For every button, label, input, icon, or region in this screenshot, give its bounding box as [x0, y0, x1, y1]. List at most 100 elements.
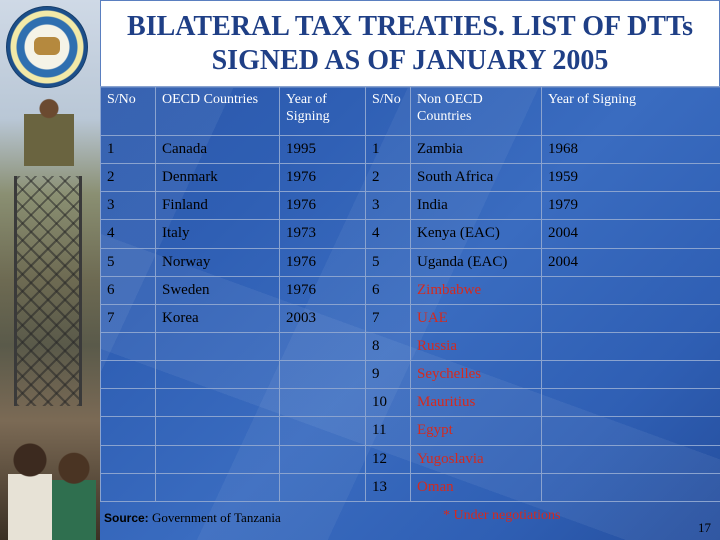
header-non-oecd-countries: Non OECD Countries — [410, 86, 542, 136]
header-sno-left: S/No — [100, 86, 156, 136]
oecd-sno-cell — [100, 472, 156, 503]
non-oecd-sno-cell: 7 — [365, 303, 411, 333]
non-oecd-sno-cell: 11 — [365, 416, 411, 446]
oecd-country-cell — [155, 331, 280, 362]
non-oecd-sno-cell: 4 — [365, 219, 411, 249]
non-oecd-sno-cell: 5 — [365, 247, 411, 277]
table-row: 3 Finland 1976 3 India 1979 — [100, 191, 720, 221]
oecd-year-cell: 1976 — [279, 275, 366, 305]
non-oecd-year-cell — [541, 360, 720, 390]
oecd-sno-cell — [100, 416, 156, 446]
non-oecd-year-cell — [541, 275, 720, 305]
oecd-sno-cell: 2 — [100, 163, 156, 193]
oecd-sno-cell — [100, 388, 156, 418]
oecd-country-cell: Canada — [155, 134, 280, 165]
table-header-row: S/No OECD Countries Year of Signing S/No… — [100, 86, 720, 136]
non-oecd-sno-cell: 12 — [365, 444, 411, 474]
oecd-sno-cell: 7 — [100, 303, 156, 333]
non-oecd-year-cell: 2004 — [541, 219, 720, 249]
non-oecd-year-cell: 2004 — [541, 247, 720, 277]
non-oecd-country-cell: South Africa — [410, 163, 542, 193]
oecd-year-cell — [279, 444, 366, 474]
table-row: 12 Yugoslavia — [100, 444, 720, 474]
oecd-sno-cell: 3 — [100, 191, 156, 221]
non-oecd-sno-cell: 1 — [365, 134, 411, 165]
hunter-photo — [24, 96, 74, 166]
header-year-left: Year of Signing — [279, 86, 366, 136]
non-oecd-country-cell: Seychelles — [410, 360, 542, 390]
oecd-sno-cell: 4 — [100, 219, 156, 249]
oecd-country-cell — [155, 416, 280, 446]
non-oecd-country-cell: Egypt — [410, 416, 542, 446]
non-oecd-country-cell: Oman — [410, 472, 542, 503]
oecd-country-cell — [155, 360, 280, 390]
title-box: BILATERAL TAX TREATIES. LIST OF DTTs SIG… — [100, 0, 720, 88]
non-oecd-sno-cell: 2 — [365, 163, 411, 193]
slide-title-line-2: SIGNED AS OF JANUARY 2005 — [211, 45, 609, 76]
non-oecd-country-cell: Kenya (EAC) — [410, 219, 542, 249]
non-oecd-country-cell: UAE — [410, 303, 542, 333]
oecd-year-cell: 1976 — [279, 191, 366, 221]
source-note: Source: Government of Tanzania — [104, 510, 281, 526]
non-oecd-year-cell — [541, 472, 720, 503]
non-oecd-sno-cell: 9 — [365, 360, 411, 390]
oecd-sno-cell: 6 — [100, 275, 156, 305]
table-row: 5 Norway 1976 5 Uganda (EAC) 2004 — [100, 247, 720, 277]
oecd-year-cell: 1976 — [279, 247, 366, 277]
non-oecd-country-cell: Mauritius — [410, 388, 542, 418]
oecd-country-cell: Finland — [155, 191, 280, 221]
non-oecd-sno-cell: 3 — [365, 191, 411, 221]
source-label: Source: — [104, 511, 149, 525]
table-row: 4 Italy 1973 4 Kenya (EAC) 2004 — [100, 219, 720, 249]
oecd-sno-cell — [100, 444, 156, 474]
oecd-sno-cell: 1 — [100, 134, 156, 165]
oecd-year-cell — [279, 388, 366, 418]
oecd-country-cell — [155, 444, 280, 474]
oecd-year-cell — [279, 331, 366, 362]
oecd-sno-cell — [100, 360, 156, 390]
table-row: 6 Sweden 1976 6 Zimbabwe — [100, 275, 720, 305]
oecd-year-cell: 1995 — [279, 134, 366, 165]
oecd-year-cell: 1973 — [279, 219, 366, 249]
non-oecd-country-cell: India — [410, 191, 542, 221]
handshake-icon — [34, 37, 60, 55]
table-row: 1 Canada 1995 1 Zambia 1968 — [100, 134, 720, 165]
investment-centre-logo — [6, 6, 88, 88]
non-oecd-year-cell — [541, 444, 720, 474]
oecd-sno-cell: 5 — [100, 247, 156, 277]
oecd-country-cell: Sweden — [155, 275, 280, 305]
oecd-year-cell — [279, 416, 366, 446]
oecd-country-cell: Denmark — [155, 163, 280, 193]
treaties-table: S/No OECD Countries Year of Signing S/No… — [100, 86, 720, 503]
table-row: 10 Mauritius — [100, 388, 720, 418]
oecd-country-cell — [155, 388, 280, 418]
slide-title-line-1: BILATERAL TAX TREATIES. LIST OF DTTs — [127, 11, 693, 42]
table-row: 11 Egypt — [100, 416, 720, 446]
non-oecd-year-cell: 1968 — [541, 134, 720, 165]
mine-headframe-photo — [14, 176, 82, 406]
table-row: 13 Oman — [100, 472, 720, 503]
non-oecd-country-cell: Yugoslavia — [410, 444, 542, 474]
oecd-year-cell — [279, 472, 366, 503]
oecd-country-cell: Norway — [155, 247, 280, 277]
non-oecd-sno-cell: 6 — [365, 275, 411, 305]
worker-photo — [52, 448, 96, 540]
oecd-country-cell: Italy — [155, 219, 280, 249]
oecd-country-cell — [155, 472, 280, 503]
oecd-year-cell — [279, 360, 366, 390]
non-oecd-country-cell: Uganda (EAC) — [410, 247, 542, 277]
source-text: Government of Tanzania — [148, 510, 281, 525]
oecd-year-cell: 1976 — [279, 163, 366, 193]
non-oecd-year-cell — [541, 388, 720, 418]
negotiations-note: * Under negotiations — [443, 508, 561, 523]
header-sno-right: S/No — [365, 86, 411, 136]
table-row: 9 Seychelles — [100, 360, 720, 390]
non-oecd-year-cell — [541, 331, 720, 362]
oecd-sno-cell — [100, 331, 156, 362]
non-oecd-sno-cell: 8 — [365, 331, 411, 362]
non-oecd-year-cell — [541, 303, 720, 333]
header-oecd-countries: OECD Countries — [155, 86, 280, 136]
header-year-right: Year of Signing — [541, 86, 720, 136]
table-row: 7 Korea 2003 7 UAE — [100, 303, 720, 333]
non-oecd-year-cell: 1959 — [541, 163, 720, 193]
